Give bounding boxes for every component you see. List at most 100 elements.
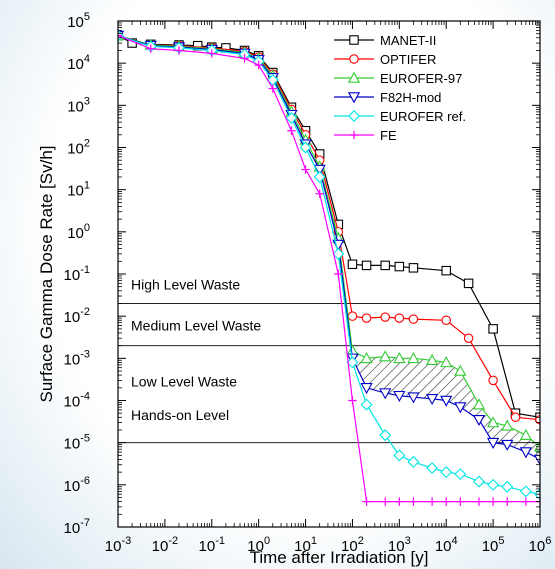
series-5-point-12: [362, 497, 371, 506]
y-tick-label-12: 105: [67, 11, 90, 31]
series-4-point-15: [407, 455, 420, 468]
series-5-point-20: [488, 497, 498, 506]
axes: 10-3 10-2 10-1 100 101 102 103 104 105 106 10-7 10-…: [64, 11, 552, 555]
series-5-point-22: [521, 497, 531, 506]
y-tick-label-7: 100: [67, 222, 90, 242]
y-tick-label-8: 101: [67, 180, 90, 200]
series-0-point-19: [441, 265, 451, 276]
series-5-point-9: [315, 189, 324, 198]
series-0-point-17: [394, 261, 405, 272]
series-2-point-17: [440, 356, 453, 368]
series-1-point-16: [441, 315, 451, 326]
series-5-point-5: [254, 60, 263, 70]
series-5-point-15: [409, 497, 418, 506]
x-tick-label-1: 10-2: [152, 535, 178, 555]
series-0-point-14: [347, 259, 358, 270]
series-2-point-18: [454, 364, 467, 376]
series-5-point-8: [301, 165, 310, 174]
series-0-point-21: [488, 324, 498, 334]
series-4-point-20: [487, 478, 500, 491]
zone-label-1: Medium Level Waste: [131, 318, 261, 334]
series-0-point-20: [463, 278, 474, 289]
series-5-point-3: [207, 49, 216, 58]
series-1-point-11: [347, 311, 358, 321]
series-5-point-6: [268, 84, 277, 93]
zone-label-0: High Level Waste: [131, 277, 240, 293]
series-5-point-11: [348, 396, 357, 405]
legend-marker-5: [349, 130, 359, 140]
x-axis-title: Time after Irradiation [y]: [250, 548, 429, 567]
series-3-point-23: [533, 454, 540, 466]
series-3-point-15: [407, 392, 420, 404]
series-1-point-14: [394, 313, 405, 323]
series-5-point-4: [240, 54, 249, 63]
x-tick-label-0: 10-3: [105, 535, 131, 555]
series-0-point-16: [380, 260, 390, 271]
series-3-point-20: [486, 437, 500, 450]
series-5-point-19: [474, 497, 484, 506]
series-4-point-16: [426, 462, 439, 475]
series-group: [118, 29, 540, 506]
series-3-point-14: [393, 390, 406, 403]
series-5-point-0: [118, 31, 123, 40]
series-4-point-11: [346, 356, 359, 369]
series-2-point-21: [501, 419, 514, 431]
series-5-point-16: [427, 497, 437, 506]
legend-marker-2: [347, 71, 361, 83]
series-3-point-16: [425, 394, 439, 406]
y-tick-label-6: 10-1: [64, 264, 90, 284]
series-1-point-19: [510, 412, 521, 423]
series-4-point-17: [440, 466, 453, 479]
series-3-point-22: [519, 447, 533, 459]
x-tick-label-4: 101: [294, 535, 317, 555]
legend: MANET-II OPTIFER EUROFER-97 F82H-mod EUROFER…: [334, 33, 466, 143]
x-tick-label-8: 105: [482, 535, 505, 555]
series-3-point-21: [501, 439, 514, 451]
series-5-point-14: [395, 497, 404, 506]
series-4-point-19: [473, 475, 485, 488]
legend-marker-3: [347, 92, 361, 104]
series-2-point-13: [379, 350, 392, 362]
series-3-point-13: [379, 388, 392, 400]
series-1-point-13: [380, 312, 390, 322]
series-1-point-17: [463, 333, 474, 343]
series-5: [118, 31, 540, 506]
plot-area: [118, 21, 540, 527]
legend-label-5: FE: [380, 128, 397, 143]
legend-label-1: OPTIFER: [380, 52, 436, 67]
series-3-point-12: [360, 383, 373, 395]
y-tick-label-0: 10-7: [64, 517, 90, 537]
y-tick-label-1: 10-6: [64, 475, 90, 495]
series-5-point-10: [334, 269, 343, 279]
legend-label-0: MANET-II: [380, 33, 436, 48]
series-4-point-10: [332, 247, 345, 260]
x-tick-label-2: 10-1: [199, 535, 225, 555]
series-3-point-17: [440, 395, 453, 407]
series-2-point-22: [519, 428, 533, 440]
series-5-point-1: [146, 44, 155, 53]
threshold-lines: [118, 303, 540, 444]
series-2-point-20: [486, 416, 500, 428]
x-tick-label-7: 104: [435, 535, 458, 555]
legend-marker-0: [349, 35, 359, 45]
y-tick-label-10: 103: [67, 95, 90, 115]
series-4-point-21: [501, 480, 514, 493]
x-tick-label-5: 102: [341, 535, 364, 555]
series-1-point-15: [408, 314, 419, 324]
series-4-point-8: [299, 141, 312, 154]
zone-label-3: Hands-on Level: [131, 407, 229, 423]
series-5-point-17: [442, 497, 451, 506]
series-2-point-19: [472, 398, 486, 410]
series-5-point-21: [503, 497, 512, 506]
series-2-point-14: [393, 351, 406, 364]
waste-zone-labels: High Level Waste Medium Level Waste Low Le…: [131, 277, 261, 423]
y-tick-label-9: 102: [67, 138, 90, 158]
legend-marker-1: [349, 54, 359, 64]
series-2-point-12: [360, 351, 373, 364]
series-2-point-23: [533, 440, 540, 452]
legend-label-3: F82H-mod: [380, 90, 441, 105]
series-1-point-12: [361, 313, 372, 323]
series-4-point-13: [379, 429, 392, 442]
series-3-point-19: [472, 414, 486, 427]
